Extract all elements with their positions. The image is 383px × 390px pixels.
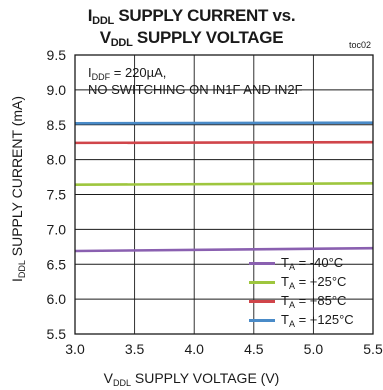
x-tick-labels: 3.0 3.5 4.0 4.5 5.0 5.5 <box>65 341 383 357</box>
series-line-3 <box>74 121 374 125</box>
title2-sub: DDL <box>110 37 133 49</box>
legend-rest: = +85°C <box>294 293 347 308</box>
y-tick-label: 6.5 <box>47 256 67 272</box>
legend-prefix: T <box>281 274 289 289</box>
x-tick-label: 5.0 <box>304 341 324 357</box>
series-line-1 <box>74 182 374 187</box>
legend-swatch <box>249 281 275 285</box>
x-axis-label: VDDL SUPPLY VOLTAGE (V) <box>0 370 383 388</box>
xlabel-rest: SUPPLY VOLTAGE (V) <box>131 370 280 386</box>
ylabel-rest: SUPPLY CURRENT (mA) <box>9 95 25 261</box>
legend-sub: A <box>288 300 295 310</box>
y-tick-label: 6.0 <box>47 291 67 307</box>
series-lines <box>74 121 374 253</box>
legend-item-plus125: TA = +125°C <box>249 312 354 329</box>
ylabel-prefix: I <box>9 278 25 283</box>
annot-sub: DDF <box>91 72 111 82</box>
ylabel-sub: DDL <box>17 260 27 279</box>
y-tick-label: 7.5 <box>47 187 67 203</box>
y-tick-label: 9.5 <box>47 47 67 63</box>
y-tick-label: 5.5 <box>47 326 67 342</box>
title2-rest: SUPPLY VOLTAGE <box>132 28 284 47</box>
series-line-2 <box>74 140 374 145</box>
title1-prefix: I <box>87 6 93 25</box>
x-tick-label: 4.0 <box>184 341 204 357</box>
y-tick-label: 8.5 <box>47 117 67 133</box>
legend-prefix: T <box>281 312 289 327</box>
chart-title-line1: IDDL SUPPLY CURRENT vs. <box>0 6 383 27</box>
legend-swatch <box>249 300 275 304</box>
annotation-line2: NO SWITCHING ON IN1F AND IN2F <box>88 82 303 97</box>
annotation-line1: IDDF = 220µA, <box>88 65 166 82</box>
x-tick-label: 3.5 <box>125 341 145 357</box>
plot-frame <box>74 54 374 335</box>
legend-sub: A <box>288 281 295 291</box>
legend-item-minus40: TA = -40°C <box>249 255 343 272</box>
x-tick-label: 5.5 <box>363 341 383 357</box>
chart-title-line2: VDDL SUPPLY VOLTAGE <box>0 28 383 49</box>
legend-swatch <box>249 262 275 266</box>
x-tick-label: 4.5 <box>244 341 264 357</box>
title1-sub: DDL <box>92 15 114 27</box>
x-tick-label: 3.0 <box>65 341 85 357</box>
annot-prefix: I <box>88 65 92 80</box>
legend-prefix: T <box>281 255 289 270</box>
xlabel-prefix: V <box>103 370 113 386</box>
xlabel-sub: DDL <box>112 378 131 388</box>
legend-rest: = +25°C <box>294 274 347 289</box>
legend-prefix: T <box>281 293 289 308</box>
title2-prefix: V <box>99 28 111 47</box>
toc-code: toc02 <box>348 40 371 50</box>
legend-sub: A <box>288 262 295 272</box>
legend-rest: = -40°C <box>294 255 344 270</box>
y-axis-label: IDDL SUPPLY CURRENT (mA) <box>9 64 27 314</box>
legend-rest: = +125°C <box>294 312 354 327</box>
y-tick-label: 8.0 <box>47 152 67 168</box>
legend-item-plus85: TA = +85°C <box>249 293 346 310</box>
title1-rest: SUPPLY CURRENT vs. <box>113 6 296 25</box>
y-tick-label: 7.0 <box>47 221 67 237</box>
series-line-0 <box>74 246 374 253</box>
legend-swatch <box>249 319 275 323</box>
legend-sub: A <box>288 319 295 329</box>
annot-rest: = 220µA, <box>110 65 167 80</box>
legend-item-plus25: TA = +25°C <box>249 274 346 291</box>
y-tick-labels: 5.5 6.0 6.5 7.0 7.5 8.0 8.5 9.0 9.5 <box>47 47 67 342</box>
y-tick-label: 9.0 <box>47 82 67 98</box>
